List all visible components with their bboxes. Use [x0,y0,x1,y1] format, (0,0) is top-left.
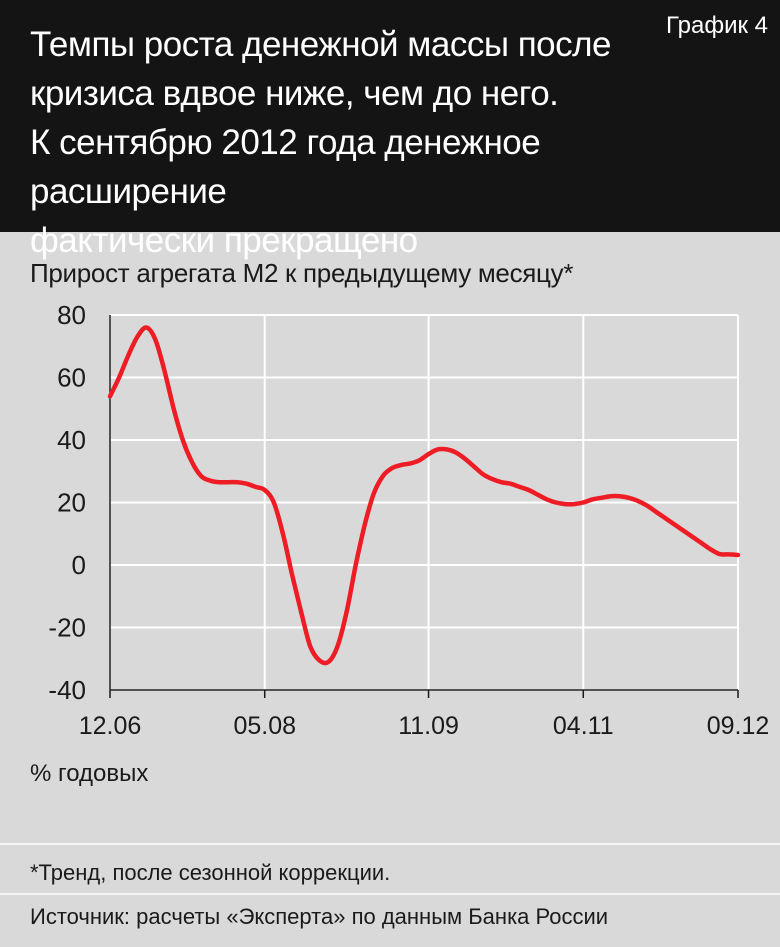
header: Темпы роста денежной массы после кризиса… [0,0,780,260]
line-chart: 80 60 40 20 0 -20 -40 12.06 05.08 11.09 04.11 09.12 [48,300,770,740]
title-line: К сентябрю 2012 года денежное расширение [30,123,541,211]
chart-subtitle: Прирост агрегата М2 к предыдущему месяцу… [30,258,574,288]
title-line: фактически прекращено [30,221,418,260]
y-tick-label: 0 [72,550,86,580]
divider [0,843,780,845]
y-unit-label: % годовых [30,760,149,787]
y-tick-label: -40 [48,675,86,705]
x-tick-label: 11.09 [398,712,459,740]
title-line: кризиса вдвое ниже, чем до него. [30,74,559,113]
y-tick-label: 20 [57,488,86,518]
footnote: *Тренд, после сезонной коррекции. [30,860,391,885]
x-tick-label: 09.12 [707,712,770,740]
y-tick-label: 60 [57,363,86,393]
x-tick-label: 04.11 [553,712,614,740]
title-line: Темпы роста денежной массы после [30,25,612,64]
chart-number: График 4 [665,12,768,39]
y-tick-label: 40 [57,425,86,455]
x-tick-label: 12.06 [79,712,142,740]
chart-title: Темпы роста денежной массы после кризиса… [30,20,710,265]
divider [0,893,780,895]
x-tick-label: 05.08 [233,712,296,740]
y-tick-label: -20 [48,613,86,643]
series-line [107,325,741,666]
source-note: Источник: расчеты «Эксперта» по данным Б… [30,904,609,929]
y-tick-label: 80 [57,300,86,330]
